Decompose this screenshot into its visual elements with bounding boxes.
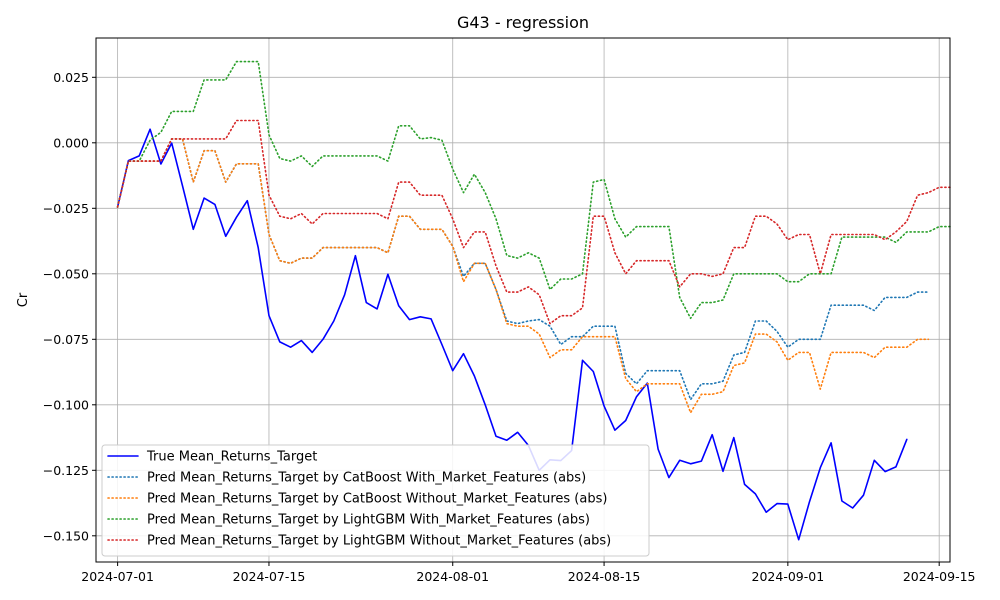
y-tick-label: 0.025: [53, 70, 89, 85]
x-tick-label: 2024-08-15: [568, 569, 641, 584]
legend-label: Pred Mean_Returns_Target by CatBoost Wit…: [147, 492, 607, 507]
legend-box: [101, 444, 650, 557]
y-axis-label: Cr: [16, 292, 31, 307]
legend-label: Pred Mean_Returns_Target by LightGBM Wit…: [147, 513, 590, 528]
series-line-4: [116, 119, 951, 325]
legend-label: Pred Mean_Returns_Target by CatBoost Wit…: [147, 471, 586, 486]
y-tick-label: −0.025: [43, 201, 89, 216]
legend-label: Pred Mean_Returns_Target by LightGBM Wit…: [147, 534, 611, 549]
y-tick-label: 0.000: [53, 135, 89, 150]
series-line-0: [116, 128, 908, 541]
x-tick-label: 2024-07-01: [81, 569, 154, 584]
legend-label: True Mean_Returns_Target: [146, 450, 317, 465]
axis-ticks: 2024-07-01 2024-07-15 2024-08-01 2024-08-15…: [43, 70, 976, 584]
y-tick-label: −0.100: [43, 397, 89, 412]
plot-frame: [95, 37, 951, 563]
series-line-1: [116, 138, 930, 401]
y-tick-label: −0.150: [43, 528, 89, 543]
y-tick-label: −0.050: [43, 266, 89, 281]
y-tick-label: −0.125: [43, 463, 89, 478]
series-line-3: [116, 60, 951, 320]
chart-title: G43 - regression: [457, 13, 589, 32]
x-tick-label: 2024-09-01: [752, 569, 825, 584]
y-tick-label: −0.075: [43, 332, 89, 347]
x-tick-label: 2024-07-15: [233, 569, 306, 584]
series-lines: [116, 60, 951, 541]
x-tick-label: 2024-08-01: [416, 569, 489, 584]
legend: True Mean_Returns_Target Pred Mean_Return…: [101, 444, 650, 557]
x-tick-label: 2024-09-15: [903, 569, 976, 584]
series-line-2: [116, 138, 930, 414]
